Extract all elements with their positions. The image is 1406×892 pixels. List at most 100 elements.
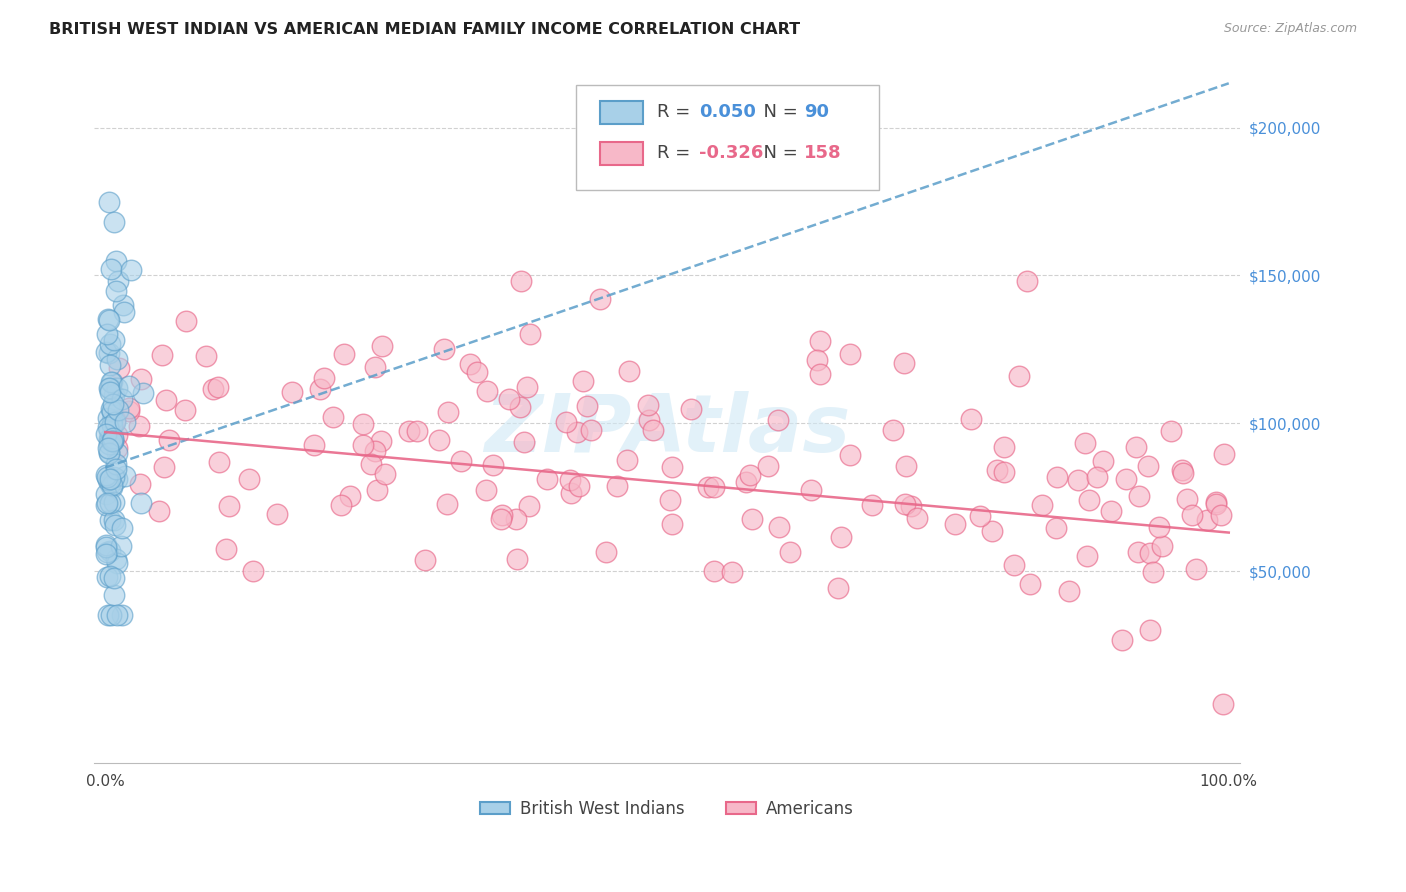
Point [905, 511, 928, 525]
Point [450, 453, 472, 467]
Point [740, 467, 762, 482]
Point [96, 499, 118, 513]
Point [1209, 508, 1232, 522]
Point [104, 457, 127, 471]
Point [101, 417, 124, 432]
Point [1092, 454, 1115, 468]
Point [981, 524, 1004, 539]
Point [129, 496, 152, 510]
Point [103, 431, 125, 445]
Point [100, 608, 122, 623]
Point [308, 383, 330, 397]
Point [433, 342, 456, 356]
Point [838, 449, 860, 463]
Point [1128, 489, 1150, 503]
Point [302, 437, 325, 451]
Legend: British West Indians, Americans: British West Indians, Americans [474, 793, 860, 824]
Point [595, 545, 617, 559]
Point [696, 480, 718, 494]
Point [105, 381, 128, 395]
Point [703, 564, 725, 578]
Point [97, 311, 120, 326]
Point [1205, 497, 1227, 511]
Point [465, 365, 488, 379]
Point [97, 473, 120, 487]
Point [201, 382, 224, 396]
Point [314, 371, 336, 385]
Point [637, 398, 659, 412]
Point [97, 445, 120, 459]
Point [641, 423, 664, 437]
Point [174, 403, 197, 417]
Point [806, 353, 828, 368]
Point [101, 397, 124, 411]
Point [572, 374, 595, 388]
Point [339, 489, 361, 503]
Point [98, 385, 121, 400]
Point [516, 379, 538, 393]
Point [659, 493, 682, 508]
Point [800, 483, 823, 497]
Point [554, 415, 576, 429]
Point [1067, 473, 1090, 487]
Point [174, 313, 197, 327]
Point [1045, 521, 1067, 535]
Point [616, 453, 638, 467]
Point [96, 496, 118, 510]
Point [332, 347, 354, 361]
Point [98, 477, 121, 491]
Point [118, 401, 141, 415]
Point [1177, 492, 1199, 507]
Text: 0.050: 0.050 [699, 103, 755, 121]
Point [97, 410, 120, 425]
Point [112, 298, 135, 312]
Point [1085, 470, 1108, 484]
Point [218, 499, 240, 513]
Point [94, 427, 117, 442]
Point [1173, 466, 1195, 480]
Point [406, 424, 429, 438]
Point [148, 504, 170, 518]
Point [100, 402, 122, 417]
Point [105, 352, 128, 367]
Point [768, 520, 790, 534]
Point [1115, 472, 1137, 486]
Point [1015, 274, 1038, 288]
Point [679, 402, 702, 417]
Point [100, 261, 122, 276]
Point [588, 292, 610, 306]
Point [519, 326, 541, 341]
Point [128, 419, 150, 434]
Point [110, 539, 132, 553]
Point [364, 444, 387, 458]
Point [352, 438, 374, 452]
Point [98, 472, 121, 486]
Point [512, 434, 534, 449]
Point [97, 441, 120, 455]
Point [1160, 424, 1182, 438]
Point [103, 470, 125, 484]
Point [567, 425, 589, 439]
Text: Source: ZipAtlas.com: Source: ZipAtlas.com [1223, 22, 1357, 36]
Point [152, 460, 174, 475]
Point [98, 569, 121, 583]
Point [437, 405, 460, 419]
Point [132, 385, 155, 400]
Point [98, 346, 121, 360]
Point [214, 542, 236, 557]
Point [266, 508, 288, 522]
Point [489, 512, 512, 526]
Point [882, 423, 904, 437]
Point [721, 565, 744, 579]
Point [581, 423, 603, 437]
Point [536, 472, 558, 486]
Point [98, 381, 121, 395]
Point [105, 446, 128, 460]
Point [1078, 492, 1101, 507]
Point [98, 433, 121, 447]
Point [120, 262, 142, 277]
Point [114, 468, 136, 483]
Point [510, 274, 533, 288]
Point [98, 337, 121, 351]
Point [509, 401, 531, 415]
